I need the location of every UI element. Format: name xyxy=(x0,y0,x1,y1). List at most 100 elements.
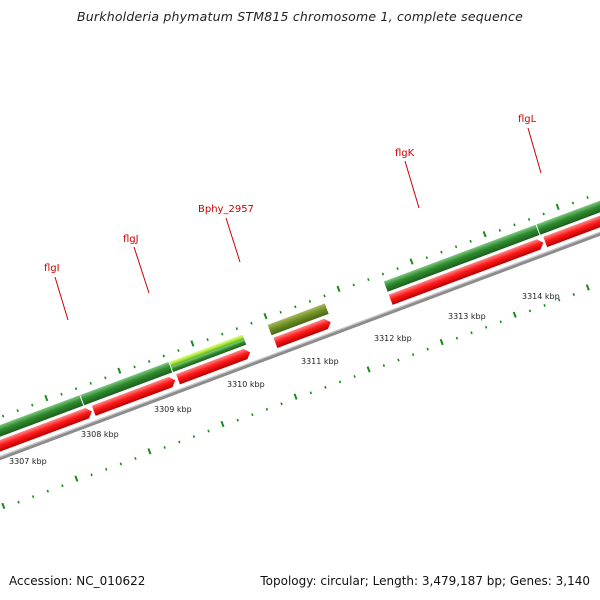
map-title: Burkholderia phymatum STM815 chromosome … xyxy=(77,9,523,24)
bphy2957-leader xyxy=(225,217,241,263)
minor-tick xyxy=(470,331,473,335)
minor-tick xyxy=(572,293,576,296)
major-tick xyxy=(512,311,517,318)
gene-label-flgK: flgK xyxy=(395,148,415,159)
minor-tick xyxy=(74,387,78,391)
minor-tick xyxy=(17,500,20,504)
minor-tick xyxy=(353,375,356,378)
minor-tick xyxy=(162,354,165,358)
minor-tick xyxy=(265,407,269,411)
major-tick xyxy=(409,258,414,265)
minor-tick xyxy=(558,298,561,302)
scale-label: 3308 kbp xyxy=(81,430,119,439)
major-tick xyxy=(190,340,195,347)
minor-tick xyxy=(61,484,64,488)
major-tick xyxy=(482,231,487,238)
minor-tick xyxy=(484,325,488,329)
scale-label: 3313 kbp xyxy=(448,312,486,321)
minor-tick xyxy=(527,217,531,221)
minor-tick xyxy=(455,336,459,340)
minor-tick xyxy=(294,305,297,309)
minor-tick xyxy=(571,201,575,205)
minor-tick xyxy=(46,489,49,493)
major-tick xyxy=(44,394,49,402)
scale-label: 3312 kbp xyxy=(374,334,412,343)
minor-tick xyxy=(367,278,370,281)
minor-tick xyxy=(60,392,63,396)
minor-tick xyxy=(338,380,342,384)
minor-tick xyxy=(192,435,196,439)
major-tick xyxy=(293,393,298,400)
minor-tick xyxy=(206,338,209,342)
gene-label-flgJ: flgJ xyxy=(123,234,139,245)
minor-tick xyxy=(16,409,19,413)
minor-tick xyxy=(178,440,181,444)
minor-tick xyxy=(221,332,224,336)
cds-arrow xyxy=(543,204,600,248)
feature-tracks xyxy=(0,188,600,510)
major-tick xyxy=(147,448,152,455)
minor-tick xyxy=(105,467,108,471)
minor-tick xyxy=(498,228,502,232)
minor-tick xyxy=(396,267,399,271)
minor-tick xyxy=(134,456,137,460)
minor-tick xyxy=(513,223,516,227)
flgI-leader xyxy=(54,276,69,321)
minor-tick xyxy=(309,391,312,395)
minor-tick xyxy=(411,353,415,357)
scale-label: 3310 kbp xyxy=(227,380,265,389)
minor-tick xyxy=(31,403,34,407)
genome-summary-text: Topology: circular; Length: 3,479,187 bp… xyxy=(260,574,590,588)
flgJ-leader xyxy=(133,246,150,294)
major-tick xyxy=(439,338,444,346)
backbone xyxy=(0,212,600,469)
major-tick xyxy=(366,366,371,373)
minor-tick xyxy=(89,381,92,385)
minor-tick xyxy=(528,309,532,313)
feature-bar xyxy=(267,303,329,336)
major-tick xyxy=(263,312,268,320)
gene-label-flgI: flgI xyxy=(44,263,60,274)
major-tick xyxy=(336,285,341,292)
minor-tick xyxy=(454,245,458,249)
scale-label: 3314 kbp xyxy=(522,292,560,301)
minor-tick xyxy=(207,429,210,433)
minor-tick xyxy=(147,360,151,363)
minor-tick xyxy=(177,349,180,352)
cds-arrow xyxy=(0,408,92,454)
cds-arrow xyxy=(273,318,331,348)
upper-tick-ruler xyxy=(1,196,589,418)
feature-bar xyxy=(0,395,84,441)
scale-labels: 3307 kbp 3308 kbp 3309 kbp 3310 kbp 3311… xyxy=(9,292,560,466)
scale-label: 3309 kbp xyxy=(154,405,192,414)
gene-label-flgL: flgL xyxy=(518,114,537,125)
minor-tick xyxy=(381,272,385,276)
minor-tick xyxy=(352,283,355,287)
major-tick xyxy=(117,367,122,374)
minor-tick xyxy=(543,303,546,307)
accession-text: Accession: NC_010622 xyxy=(9,574,146,588)
flgK-leader xyxy=(404,160,420,209)
minor-tick xyxy=(586,196,589,200)
major-tick xyxy=(220,420,225,428)
scale-label: 3311 kbp xyxy=(301,357,339,366)
minor-tick xyxy=(280,402,283,406)
gene-label-bphy2957: Bphy_2957 xyxy=(198,204,254,215)
feature-bar xyxy=(383,224,540,292)
major-tick xyxy=(585,284,590,291)
minor-tick xyxy=(397,358,400,362)
minor-tick xyxy=(236,418,239,422)
feature-bar xyxy=(536,188,600,235)
minor-tick xyxy=(382,364,386,367)
minor-tick xyxy=(235,327,239,331)
major-tick xyxy=(74,475,79,482)
minor-tick xyxy=(324,385,327,389)
minor-tick xyxy=(250,321,253,325)
major-tick xyxy=(555,203,560,211)
minor-tick xyxy=(104,376,107,380)
feature-bar xyxy=(80,362,173,406)
minor-tick xyxy=(90,473,93,477)
minor-tick xyxy=(542,212,545,216)
minor-tick xyxy=(31,495,35,499)
major-tick xyxy=(1,502,6,510)
